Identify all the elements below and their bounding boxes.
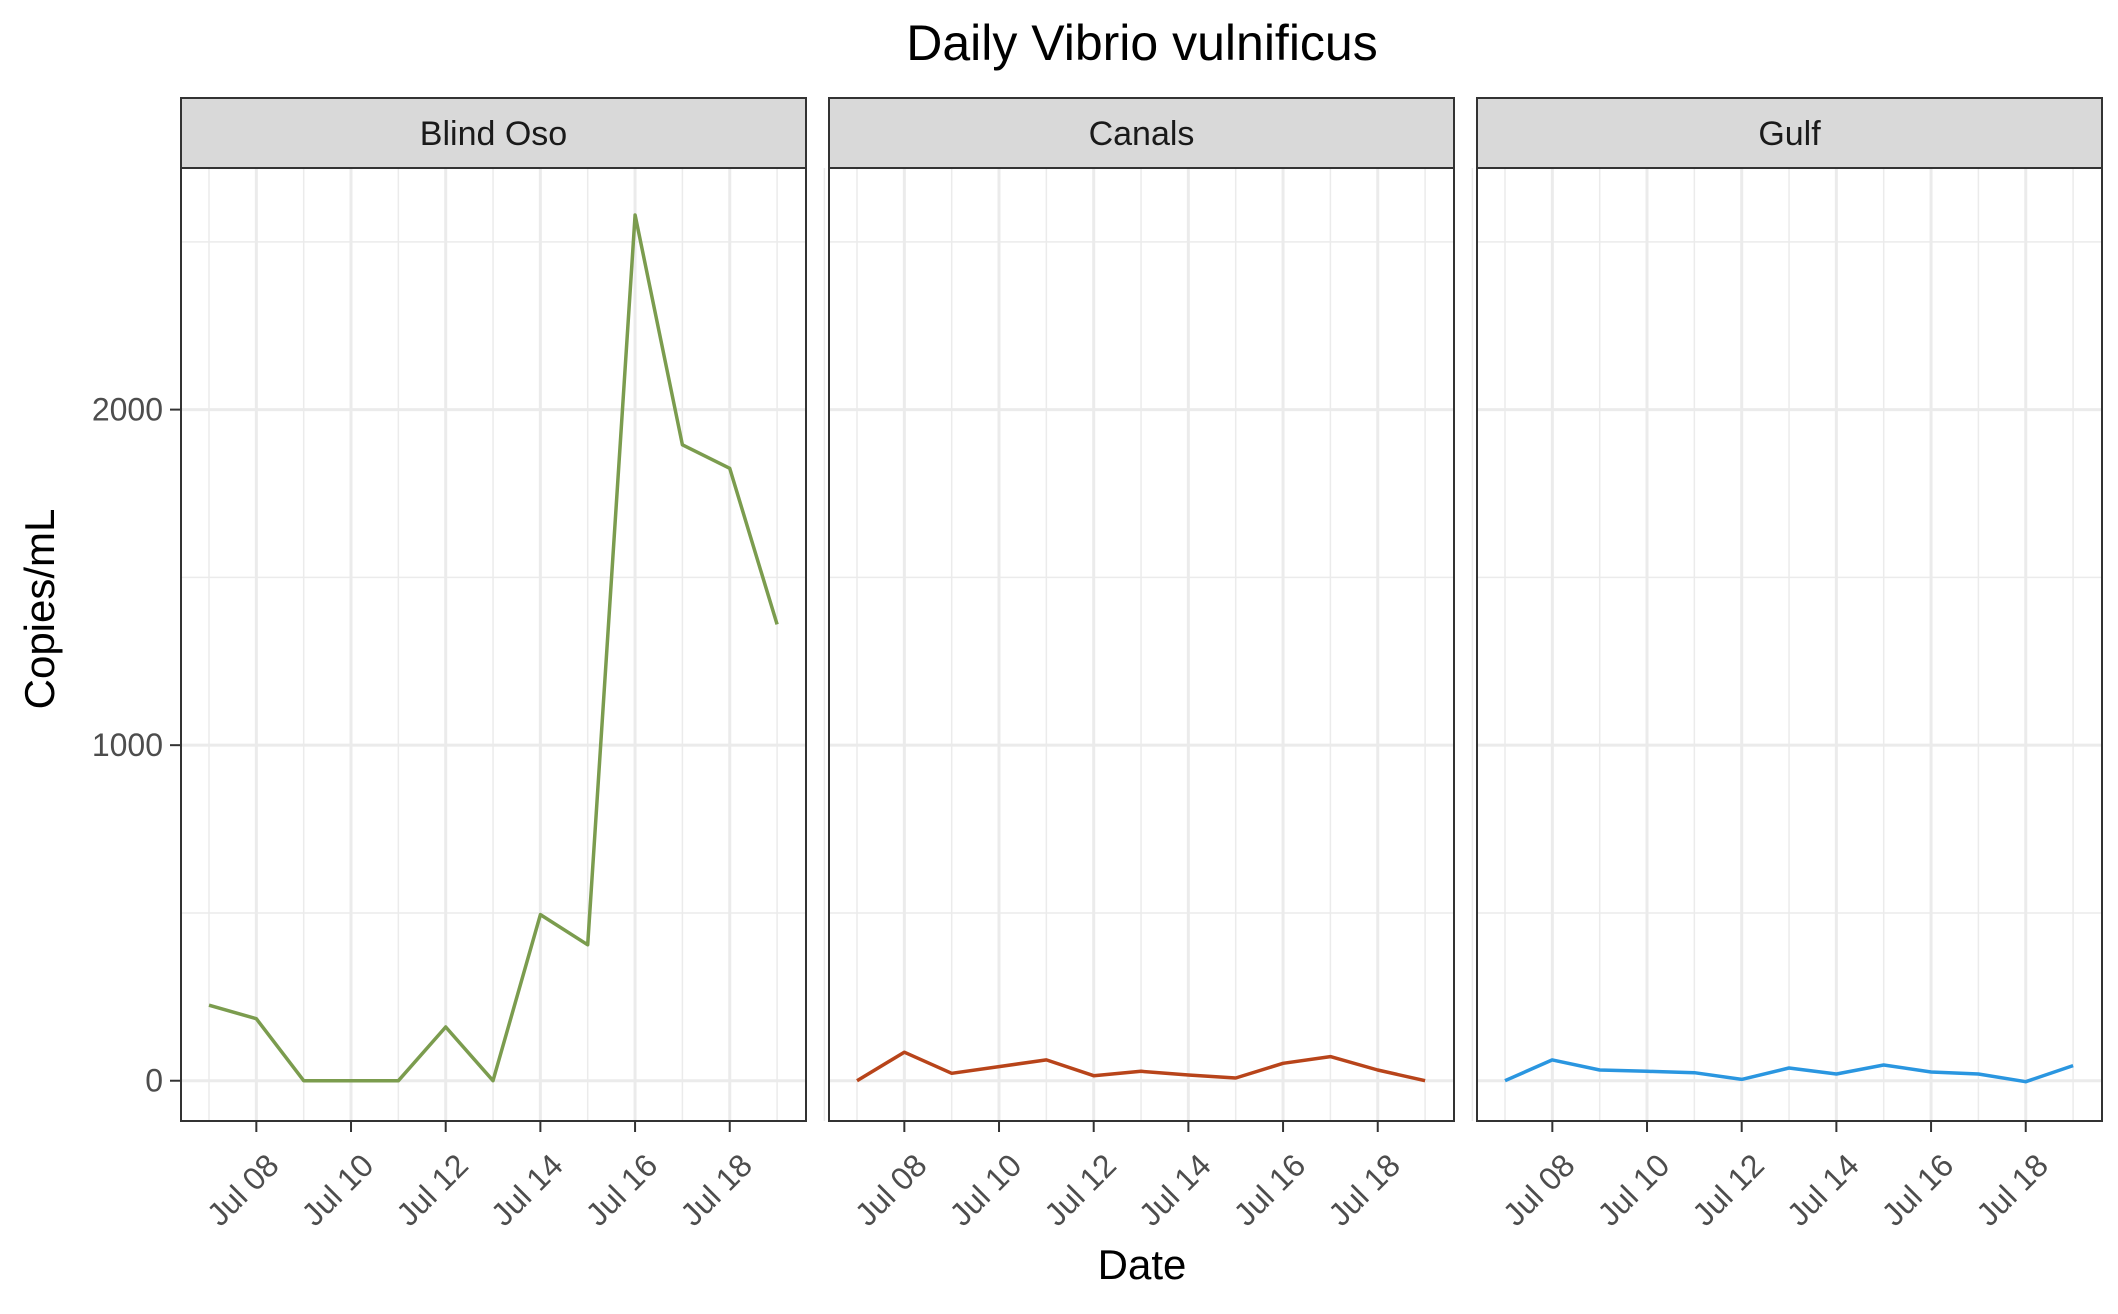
strip-label: Canals bbox=[1089, 115, 1195, 153]
x-axis-title: Date bbox=[1098, 1241, 1187, 1288]
x-tick-label: Jul 18 bbox=[673, 1147, 759, 1233]
chart-title: Daily Vibrio vulnificus bbox=[906, 15, 1377, 71]
strip-label: Gulf bbox=[1758, 115, 1821, 153]
strip-label: Blind Oso bbox=[420, 115, 567, 153]
series-line-gulf bbox=[1504, 1058, 2074, 1084]
x-tick-label: Jul 10 bbox=[1591, 1147, 1677, 1233]
x-tick-label: Jul 16 bbox=[579, 1147, 665, 1233]
x-tick-label: Jul 14 bbox=[484, 1147, 570, 1233]
strip bbox=[180, 97, 807, 169]
y-tick-label: 1000 bbox=[92, 727, 163, 763]
panel-gulf: Gulf Jul 08 Jul 10 Jul 12 Jul 14 Jul 16 Jul 18 bbox=[1476, 97, 2103, 1233]
x-tick-label: Jul 12 bbox=[1685, 1147, 1771, 1233]
series-line-canals bbox=[856, 1050, 1426, 1083]
strip bbox=[1476, 97, 2103, 169]
x-tick-label: Jul 08 bbox=[200, 1147, 286, 1233]
panel-blind-oso: Blind Oso Jul 08 Jul 10 Jul 12 Jul 14 Jul 16 J… bbox=[92, 97, 826, 1233]
x-tick-label: Jul 18 bbox=[1969, 1147, 2055, 1233]
y-tick-label: 0 bbox=[145, 1063, 163, 1099]
x-tick-label: Jul 16 bbox=[1875, 1147, 1961, 1233]
x-tick-label: Jul 14 bbox=[1132, 1147, 1218, 1233]
x-tick-label: Jul 14 bbox=[1780, 1147, 1866, 1233]
x-tick-label: Jul 10 bbox=[295, 1147, 381, 1233]
x-tick-label: Jul 08 bbox=[1496, 1147, 1582, 1233]
x-tick-label: Jul 16 bbox=[1227, 1147, 1313, 1233]
panel-canals: Canals Jul 08 Jul 10 Jul 12 Jul 14 Jul 16 Jul … bbox=[828, 97, 1474, 1233]
series-line-blind-oso bbox=[208, 213, 779, 1083]
x-tick-label: Jul 18 bbox=[1321, 1147, 1407, 1233]
x-tick-label: Jul 08 bbox=[848, 1147, 934, 1233]
x-tick-label: Jul 10 bbox=[943, 1147, 1029, 1233]
y-axis-title: Copies/mL bbox=[16, 509, 63, 710]
x-tick-label: Jul 12 bbox=[1037, 1147, 1123, 1233]
x-tick-label: Jul 12 bbox=[389, 1147, 475, 1233]
y-tick-label: 2000 bbox=[92, 392, 163, 428]
strip bbox=[828, 97, 1455, 169]
